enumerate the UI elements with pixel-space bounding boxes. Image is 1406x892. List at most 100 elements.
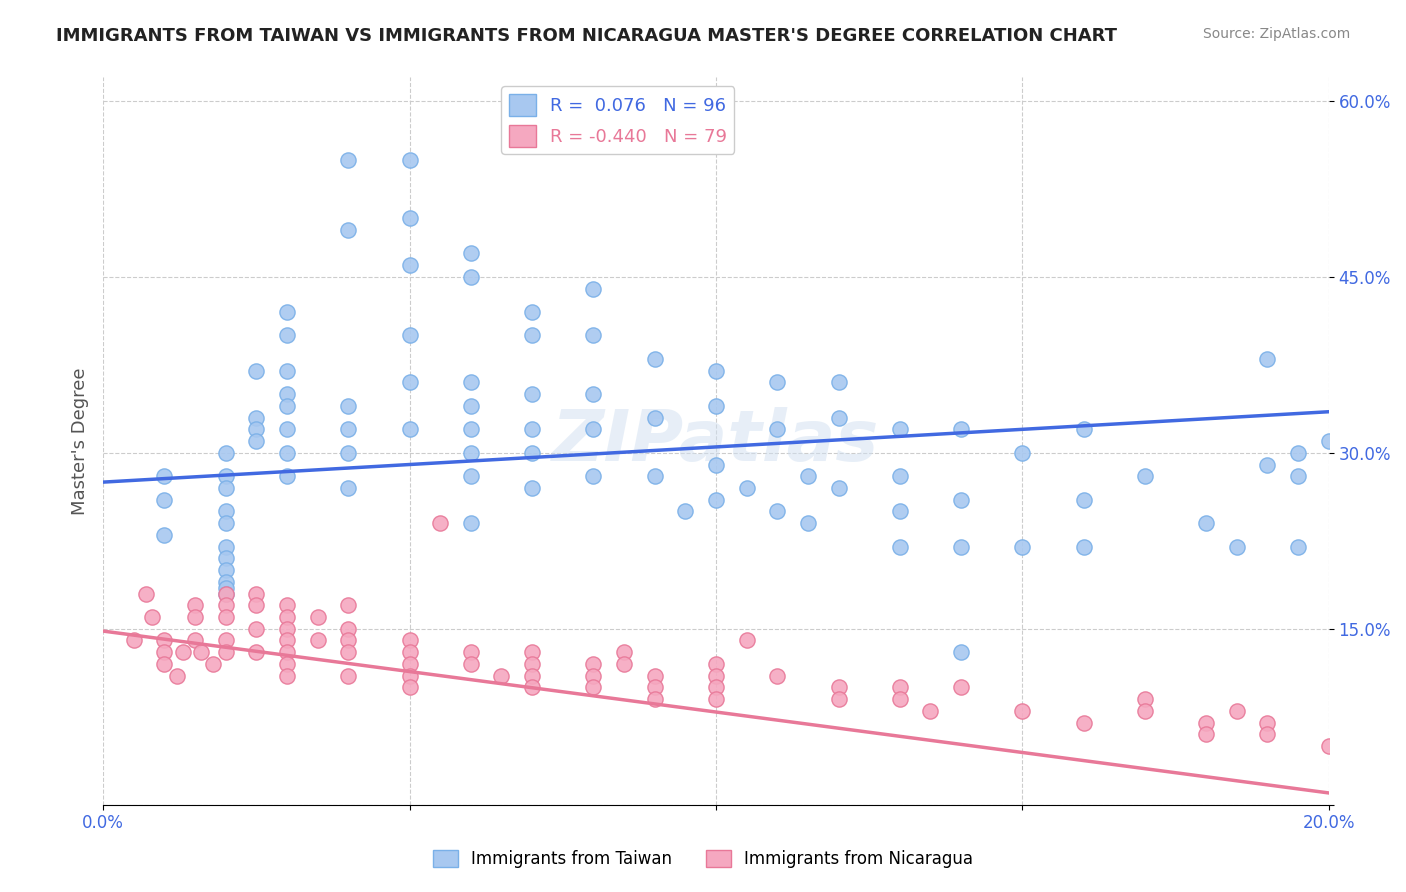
Point xyxy=(1133,692,1156,706)
Point xyxy=(460,446,482,460)
Point xyxy=(276,599,298,613)
Point xyxy=(398,633,420,648)
Point xyxy=(215,645,238,659)
Point xyxy=(1317,739,1340,753)
Point xyxy=(153,657,176,671)
Point xyxy=(215,581,238,595)
Point xyxy=(1195,715,1218,730)
Point xyxy=(460,469,482,483)
Point xyxy=(460,422,482,436)
Point xyxy=(460,376,482,390)
Point xyxy=(215,599,238,613)
Point xyxy=(644,469,666,483)
Point xyxy=(398,645,420,659)
Point xyxy=(644,668,666,682)
Point xyxy=(1195,727,1218,741)
Point xyxy=(337,422,360,436)
Point xyxy=(520,305,543,319)
Point xyxy=(491,668,513,682)
Point xyxy=(276,446,298,460)
Point xyxy=(153,469,176,483)
Point xyxy=(520,681,543,695)
Point xyxy=(184,610,207,624)
Point xyxy=(1011,540,1033,554)
Point xyxy=(704,492,727,507)
Point xyxy=(337,622,360,636)
Point xyxy=(735,633,758,648)
Point xyxy=(735,481,758,495)
Point xyxy=(582,681,605,695)
Point xyxy=(215,610,238,624)
Point xyxy=(172,645,194,659)
Point xyxy=(276,328,298,343)
Point xyxy=(1256,351,1278,366)
Point xyxy=(153,528,176,542)
Point xyxy=(398,668,420,682)
Point xyxy=(520,422,543,436)
Point xyxy=(190,645,212,659)
Point xyxy=(337,668,360,682)
Point xyxy=(520,387,543,401)
Point xyxy=(1226,540,1249,554)
Point xyxy=(460,269,482,284)
Point xyxy=(920,704,942,718)
Point xyxy=(520,657,543,671)
Point xyxy=(245,422,267,436)
Point xyxy=(1073,715,1095,730)
Point xyxy=(950,422,973,436)
Point xyxy=(135,586,157,600)
Point xyxy=(582,328,605,343)
Point xyxy=(215,516,238,531)
Point xyxy=(520,446,543,460)
Point xyxy=(141,610,163,624)
Point xyxy=(704,458,727,472)
Point xyxy=(766,668,789,682)
Point xyxy=(215,540,238,554)
Point xyxy=(429,516,451,531)
Point xyxy=(337,645,360,659)
Point xyxy=(245,410,267,425)
Text: IMMIGRANTS FROM TAIWAN VS IMMIGRANTS FROM NICARAGUA MASTER'S DEGREE CORRELATION : IMMIGRANTS FROM TAIWAN VS IMMIGRANTS FRO… xyxy=(56,27,1118,45)
Point xyxy=(276,668,298,682)
Point xyxy=(827,410,849,425)
Point xyxy=(1011,446,1033,460)
Point xyxy=(337,446,360,460)
Point xyxy=(1286,446,1309,460)
Point xyxy=(582,668,605,682)
Point xyxy=(644,692,666,706)
Point xyxy=(704,681,727,695)
Point xyxy=(245,434,267,448)
Point xyxy=(582,422,605,436)
Point xyxy=(1317,434,1340,448)
Point xyxy=(215,446,238,460)
Point xyxy=(245,364,267,378)
Point xyxy=(1011,704,1033,718)
Point xyxy=(613,645,636,659)
Point xyxy=(644,681,666,695)
Point xyxy=(950,681,973,695)
Point xyxy=(398,153,420,167)
Point xyxy=(460,645,482,659)
Point xyxy=(889,422,911,436)
Point xyxy=(950,492,973,507)
Point xyxy=(1286,540,1309,554)
Point xyxy=(1256,727,1278,741)
Point xyxy=(184,599,207,613)
Point xyxy=(520,645,543,659)
Point xyxy=(398,211,420,226)
Point xyxy=(215,481,238,495)
Point xyxy=(202,657,225,671)
Point xyxy=(398,376,420,390)
Point xyxy=(276,622,298,636)
Point xyxy=(215,633,238,648)
Point xyxy=(215,574,238,589)
Point xyxy=(153,633,176,648)
Text: Source: ZipAtlas.com: Source: ZipAtlas.com xyxy=(1202,27,1350,41)
Point xyxy=(889,681,911,695)
Legend: R =  0.076   N = 96, R = -0.440   N = 79: R = 0.076 N = 96, R = -0.440 N = 79 xyxy=(502,87,734,154)
Text: ZIPatlas: ZIPatlas xyxy=(553,407,880,475)
Point xyxy=(276,633,298,648)
Point xyxy=(520,328,543,343)
Point xyxy=(889,540,911,554)
Point xyxy=(245,586,267,600)
